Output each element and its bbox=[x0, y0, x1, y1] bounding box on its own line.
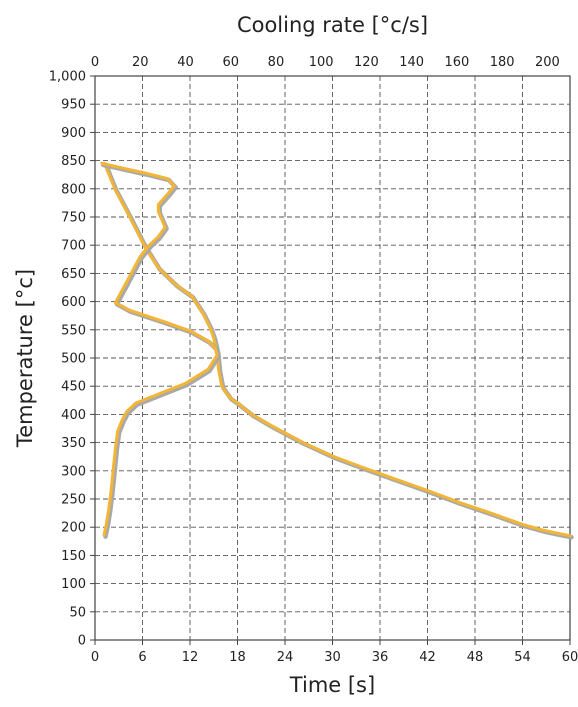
y-tick-label: 950 bbox=[61, 98, 86, 113]
series-time-line bbox=[103, 161, 572, 538]
x-tick-label: 48 bbox=[467, 650, 484, 665]
y-tick-label: 400 bbox=[61, 408, 86, 423]
x2-tick-label: 200 bbox=[535, 55, 560, 70]
y-tick-label: 250 bbox=[61, 493, 86, 508]
x2-tick-label: 80 bbox=[268, 55, 285, 70]
x2-tick-label: 20 bbox=[132, 55, 149, 70]
y-tick-label: 650 bbox=[61, 267, 86, 282]
y-tick-label: 550 bbox=[61, 323, 86, 338]
x-tick-label: 18 bbox=[229, 650, 246, 665]
x-axis-title: Time [s] bbox=[289, 673, 375, 697]
x-tick-label: 6 bbox=[138, 650, 146, 665]
x2-tick-label: 40 bbox=[177, 55, 194, 70]
y-tick-label: 0 bbox=[78, 634, 86, 649]
x2-axis-title: Cooling rate [°c/s] bbox=[237, 13, 428, 37]
series-lines bbox=[100, 161, 574, 540]
x-tick-label: 54 bbox=[514, 650, 531, 665]
x-axis-ticks: 0 6 12 18 24 30 36 42 48 54 60 bbox=[91, 640, 578, 665]
x2-tick-label: 120 bbox=[354, 55, 379, 70]
y-tick-label: 600 bbox=[61, 295, 86, 310]
x2-tick-label: 0 bbox=[91, 55, 99, 70]
y-tick-label: 300 bbox=[61, 464, 86, 479]
y-tick-label: 450 bbox=[61, 380, 86, 395]
y-tick-label: 50 bbox=[69, 605, 86, 620]
series-cooling_rate-line bbox=[100, 161, 219, 537]
x2-tick-label: 100 bbox=[309, 55, 334, 70]
x-tick-label: 0 bbox=[91, 650, 99, 665]
y-axis-ticks: 0 50 100 150 200 250 300 350 400 450 500 550 600 650 7… bbox=[49, 70, 95, 649]
y-tick-label: 850 bbox=[61, 154, 86, 169]
y-tick-label: 350 bbox=[61, 436, 86, 451]
y-tick-label: 150 bbox=[61, 549, 86, 564]
y-tick-label: 750 bbox=[61, 211, 86, 226]
y-tick-label: 900 bbox=[61, 126, 86, 141]
x-tick-label: 42 bbox=[419, 650, 436, 665]
grid-lines bbox=[95, 76, 570, 640]
x-tick-label: 36 bbox=[372, 650, 389, 665]
x-tick-label: 60 bbox=[562, 650, 578, 665]
y-tick-label: 700 bbox=[61, 239, 86, 254]
x-tick-label: 12 bbox=[182, 650, 199, 665]
x-tick-label: 24 bbox=[277, 650, 294, 665]
x2-tick-label: 160 bbox=[444, 55, 469, 70]
x2-tick-label: 140 bbox=[399, 55, 424, 70]
y-tick-label: 200 bbox=[61, 521, 86, 536]
x2-tick-label: 60 bbox=[222, 55, 239, 70]
series-time-shadow bbox=[103, 162, 574, 540]
y-axis-title: Temperature [°c] bbox=[13, 269, 37, 448]
x2-axis-ticks: 0 20 40 60 80 100 120 140 160 180 200 bbox=[91, 55, 560, 70]
y-tick-label: 500 bbox=[61, 352, 86, 367]
x-tick-label: 30 bbox=[324, 650, 341, 665]
y-tick-label: 800 bbox=[61, 182, 86, 197]
x2-tick-label: 180 bbox=[490, 55, 515, 70]
y-tick-label: 100 bbox=[61, 577, 86, 592]
y-tick-label: 1,000 bbox=[49, 70, 86, 85]
